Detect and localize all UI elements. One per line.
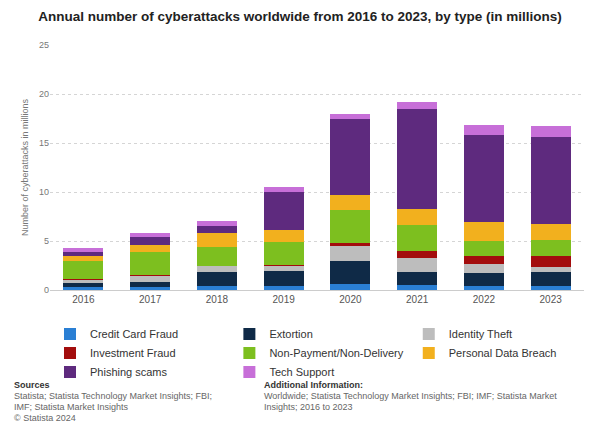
svg-text:25: 25 [39,40,49,50]
svg-text:5: 5 [44,236,49,246]
svg-text:2022: 2022 [473,294,496,305]
html-text:Statista; Statista Technology: Statista; Statista Technology Market Ins… [14,391,212,401]
svg-text:Annual number of cyberattacks: Annual number of cyberattacks worldwide … [38,9,562,24]
svg-text:Credit Card Fraud: Credit Card Fraud [90,328,178,340]
svg-text:20: 20 [39,89,49,99]
html-text:Sources: Sources [14,380,50,390]
html-text:IMF; Statista Market Insights: IMF; Statista Market Insights [14,402,128,412]
html-text:Additional Information:: Additional Information: [264,380,363,390]
svg-text:2016: 2016 [72,294,95,305]
svg-text:Investment Fraud: Investment Fraud [90,347,176,359]
html-text:Worldwide; Statista Technology: Worldwide; Statista Technology Market In… [264,391,557,412]
svg-text:2019: 2019 [273,294,296,305]
svg-text:2023: 2023 [540,294,563,305]
svg-text:Identity Theft: Identity Theft [449,328,512,340]
svg-text:2018: 2018 [206,294,229,305]
svg-text:Tech Support: Tech Support [269,366,334,378]
svg-text:10: 10 [39,187,49,197]
svg-text:2017: 2017 [139,294,162,305]
svg-text:Non-Payment/Non-Delivery: Non-Payment/Non-Delivery [269,347,403,359]
svg-text:Number of cyberattacks in mill: Number of cyberattacks in millions [20,98,30,236]
svg-text:Phishing scams: Phishing scams [90,366,168,378]
svg-text:Extortion: Extortion [269,328,312,340]
html-text:© Statista 2024: © Statista 2024 [14,413,76,423]
svg-text:0: 0 [44,285,49,295]
svg-text:2021: 2021 [406,294,429,305]
svg-text:2020: 2020 [339,294,362,305]
svg-text:Personal Data Breach: Personal Data Breach [449,347,557,359]
svg-text:15: 15 [39,138,49,148]
